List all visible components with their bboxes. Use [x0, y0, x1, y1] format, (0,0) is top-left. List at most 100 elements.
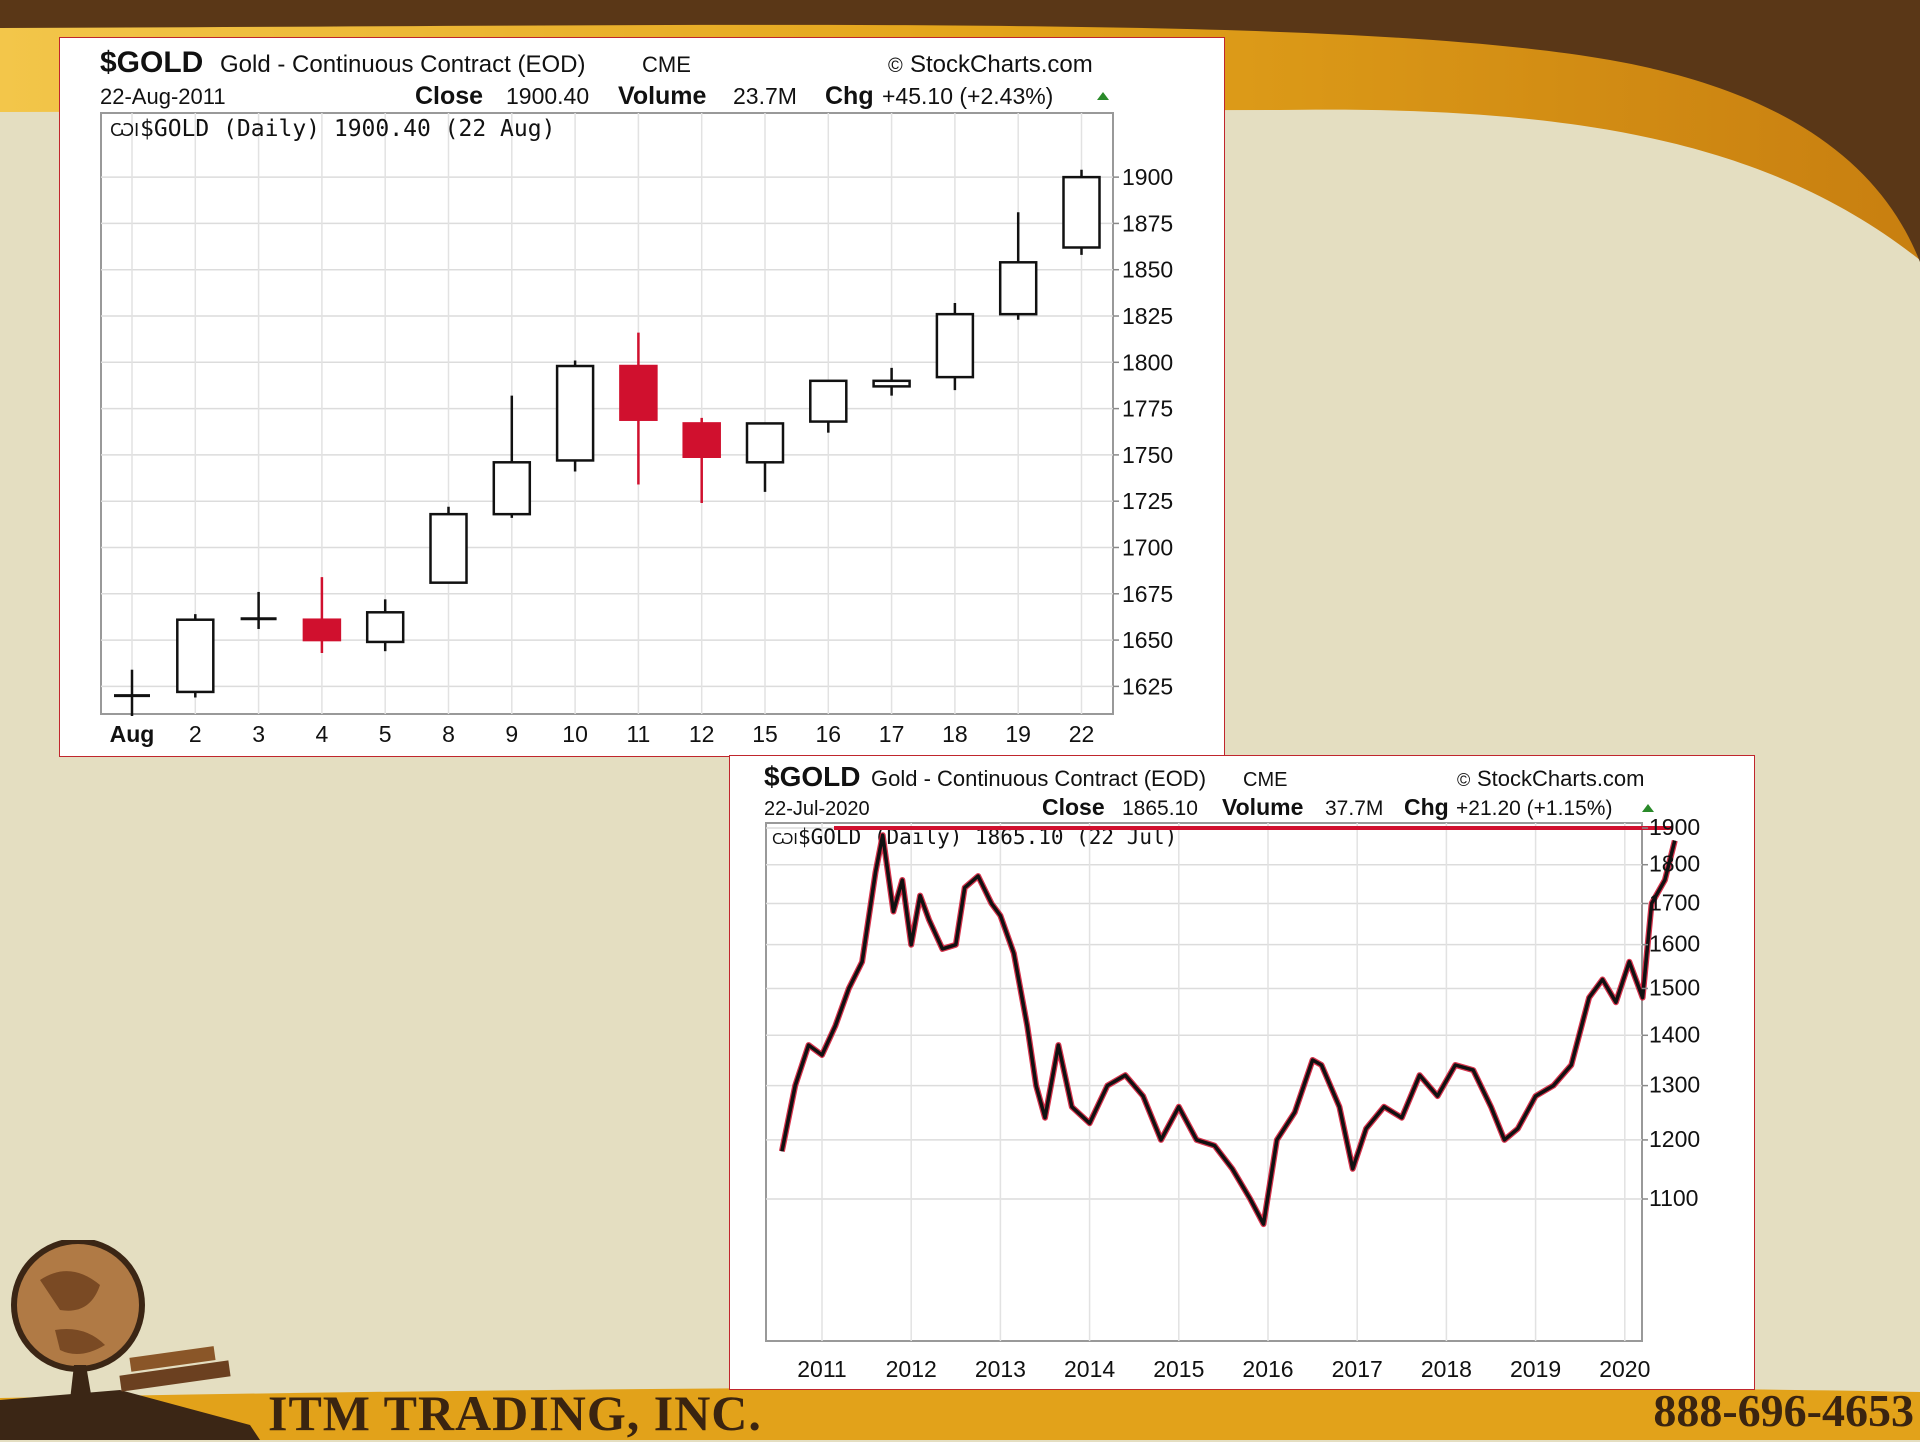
- chart1-ytick-label: 1750: [1122, 442, 1173, 468]
- chart2-price-line: [778, 832, 1678, 1228]
- chart2-xtick-label: 2011: [797, 1356, 846, 1382]
- chart1-copyright-icon: ©: [888, 55, 903, 77]
- chart2-name: Gold - Continuous Contract (EOD): [871, 766, 1206, 791]
- chart1-legend-icon: ѠІ: [110, 120, 139, 140]
- chart1-ytick-label: 1625: [1122, 673, 1173, 699]
- chart1-xtick-label: 18: [942, 721, 968, 747]
- chart1-ytick-label: 1825: [1122, 303, 1173, 329]
- chart2-copyright-icon: ©: [1457, 770, 1470, 790]
- chart2-xtick-label: 2015: [1153, 1356, 1204, 1382]
- chart1-ytick-label: 1850: [1122, 257, 1173, 283]
- chart1-candle-body: [365, 611, 405, 644]
- chart1-candle-body: [1062, 175, 1101, 249]
- chart1-candle-body: [935, 312, 975, 379]
- chart1-candle-body: [176, 618, 215, 694]
- chart1-symbol: $GOLD: [100, 46, 203, 79]
- chart1-candle-body: [745, 422, 785, 464]
- chart1-y-axis: 1625 1650 1675 1700 1725 1750 1775 1800 1825 1850…: [1113, 164, 1173, 699]
- chart-panel-2011: $GOLD Gold - Continuous Contract (EOD) C…: [59, 37, 1225, 757]
- chart2-date: 22-Jul-2020: [764, 798, 870, 820]
- chart2-ytick-label: 1500: [1649, 974, 1700, 1000]
- chart2-xtick-label: 2013: [975, 1356, 1026, 1382]
- chart2-xtick-label: 2016: [1242, 1356, 1293, 1382]
- chart-panel-2020: $GOLD Gold - Continuous Contract (EOD) C…: [729, 755, 1755, 1390]
- chart1-ytick-label: 1700: [1122, 534, 1173, 560]
- chart2-legend-icon: ѠІ: [772, 831, 798, 848]
- chart2-up-arrow-icon: [1642, 804, 1654, 812]
- chart1-ytick-label: 1800: [1122, 349, 1173, 375]
- chart1-xtick-label: 15: [752, 721, 778, 747]
- chart1-xtick-label: 16: [816, 721, 842, 747]
- chart1-candle-body: [492, 461, 532, 516]
- chart1-xtick-label: 9: [505, 721, 518, 747]
- chart1-x-axis: Aug 2 3 4 5 8 9 10 11 12 15 16 17 18 19 22: [110, 721, 1095, 747]
- chart1-date: 22-Aug-2011: [100, 84, 226, 109]
- chart2-xtick-label: 2018: [1421, 1356, 1472, 1382]
- chart1-xtick-label: 17: [879, 721, 905, 747]
- chart2-ytick-label: 1100: [1649, 1185, 1698, 1211]
- chart2-volume-value: 37.7M: [1325, 797, 1383, 820]
- chart1-candle-body: [998, 261, 1038, 316]
- chart2-y-axis: 1100 1200 1300 1400 1500 1600 1700 1800 1900: [1642, 814, 1700, 1211]
- chart2-price-line-main: [780, 833, 1677, 1226]
- header-brown-band: [0, 0, 1920, 262]
- chart1-plot-frame: [100, 112, 1114, 715]
- chart2-ytick-label: 1700: [1649, 890, 1700, 916]
- chart1-xtick-label: 11: [626, 721, 650, 747]
- chart1-candle-body: [682, 422, 721, 458]
- chart1-volume-value: 23.7M: [733, 83, 797, 109]
- chart1-volume-label: Volume: [618, 82, 707, 110]
- phone-number: 888-696-4653: [1653, 1385, 1914, 1436]
- chart1-candles: [114, 169, 1101, 716]
- chart2-xtick-label: 2020: [1599, 1356, 1650, 1382]
- chart2-ytick-label: 1200: [1649, 1126, 1700, 1152]
- chart1-chg-label: Chg: [825, 82, 874, 110]
- chart2-chg-value: +21.20 (+1.15%): [1456, 797, 1612, 820]
- chart1-name: Gold - Continuous Contract (EOD): [220, 51, 585, 78]
- chart2-xtick-label: 2019: [1510, 1356, 1561, 1382]
- chart2-exchange: CME: [1243, 769, 1287, 791]
- chart1-ytick-label: 1900: [1122, 164, 1173, 190]
- chart1-ytick-label: 1875: [1122, 210, 1173, 236]
- chart1-xtick-label: 3: [252, 721, 265, 747]
- chart1-close-label: Close: [415, 82, 483, 110]
- chart2-close-value: 1865.10: [1122, 797, 1198, 820]
- chart1-grid: [101, 113, 1113, 714]
- chart1-source: StockCharts.com: [910, 51, 1093, 78]
- chart1-legend: $GOLD (Daily) 1900.40 (22 Aug): [140, 116, 555, 142]
- chart1-xtick-label: 19: [1005, 721, 1031, 747]
- chart1-xtick-label: 10: [562, 721, 588, 747]
- chart1-ytick-label: 1775: [1122, 396, 1173, 422]
- chart1-xtick-label: 8: [442, 721, 455, 747]
- chart2-close-label: Close: [1042, 794, 1105, 820]
- chart2-volume-label: Volume: [1222, 794, 1303, 820]
- chart1-xtick-label: Aug: [110, 721, 155, 747]
- chart2-chg-label: Chg: [1404, 794, 1449, 820]
- chart2-symbol: $GOLD: [764, 761, 860, 792]
- chart1-candle-body: [555, 364, 595, 462]
- chart1-xtick-label: 4: [316, 721, 329, 747]
- chart1-exchange: CME: [642, 52, 691, 77]
- chart2-ytick-label: 1400: [1649, 1021, 1700, 1047]
- chart2-xtick-label: 2014: [1064, 1356, 1115, 1382]
- footer-gold-band: [0, 1386, 1920, 1440]
- chart1-ytick-label: 1650: [1122, 627, 1173, 653]
- chart2-plot-frame: [765, 822, 1643, 1342]
- chart2-xtick-label: 2012: [886, 1356, 937, 1382]
- chart1-ytick-label: 1725: [1122, 488, 1173, 514]
- chart2-x-axis: 2011 2012 2013 2014 2015 2016 2017 2018 2019 2020: [797, 1356, 1650, 1382]
- globe-icon: [0, 1240, 260, 1440]
- chart1-up-arrow-icon: [1097, 92, 1109, 100]
- chart1-candle-body: [302, 618, 342, 642]
- chart2-ytick-label: 1600: [1649, 931, 1700, 957]
- chart1-candle-body: [619, 364, 658, 421]
- chart1-ytick-label: 1675: [1122, 581, 1173, 607]
- chart2-ytick-label: 1300: [1649, 1072, 1700, 1098]
- chart1-close-value: 1900.40: [506, 83, 589, 109]
- company-name: ITM TRADING, INC.: [268, 1385, 762, 1441]
- chart1-candle-body: [429, 512, 468, 584]
- chart1-candle-body: [872, 379, 911, 388]
- chart1-xtick-label: 5: [379, 721, 392, 747]
- chart2-source: StockCharts.com: [1477, 766, 1645, 791]
- chart1-xtick-label: 12: [689, 721, 715, 747]
